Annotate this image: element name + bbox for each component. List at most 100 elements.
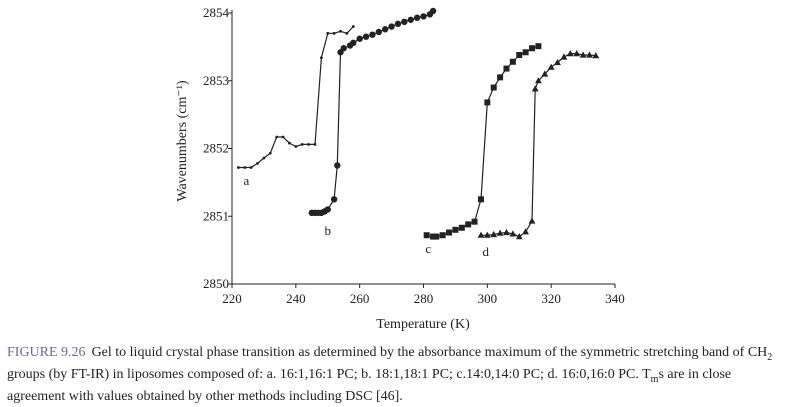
curve-label-a: a: [243, 173, 249, 188]
x-tick-label: 300: [478, 291, 498, 306]
x-axis-title: Temperature (K): [376, 317, 470, 332]
data-point-a: [275, 135, 279, 139]
data-point-a: [262, 156, 266, 160]
data-point-d: [566, 50, 574, 57]
data-point-b: [382, 26, 389, 33]
data-point-c: [477, 196, 484, 203]
curve-label-b: b: [325, 223, 332, 238]
data-point-c: [503, 65, 510, 72]
data-point-d: [496, 229, 504, 236]
data-point-a: [256, 162, 259, 165]
data-point-d: [573, 50, 581, 57]
data-point-a: [339, 29, 342, 33]
figure-label: FIGURE 9.26: [7, 345, 86, 360]
data-point-b: [375, 28, 383, 36]
x-tick-label: 340: [605, 291, 625, 306]
data-point-b: [334, 162, 341, 169]
curve-label-d: d: [482, 244, 489, 259]
data-point-a: [313, 143, 317, 146]
caption-subscript: m: [650, 373, 659, 385]
data-point-b: [369, 31, 376, 38]
series-a: [236, 25, 355, 169]
data-point-c: [452, 226, 459, 233]
data-point-a: [351, 25, 355, 28]
x-tick-label: 240: [286, 291, 306, 306]
data-point-c: [465, 221, 472, 228]
series-c: [423, 43, 542, 240]
data-point-d: [554, 58, 561, 66]
series-line-b: [311, 10, 434, 214]
data-point-d: [477, 231, 485, 238]
axes: 2850 2851 2852 2853 2854 220 240 260 280 300 320 34…: [203, 5, 625, 306]
data-point-d: [483, 231, 491, 238]
data-point-c: [423, 232, 430, 239]
data-point-a: [300, 143, 304, 146]
data-point-d: [522, 228, 529, 235]
data-point-a: [294, 145, 298, 148]
data-point-d: [579, 51, 587, 58]
x-tick-label: 280: [414, 291, 434, 306]
data-point-c: [484, 99, 491, 106]
data-point-d: [509, 230, 517, 237]
phase-transition-chart: 2850 2851 2852 2853 2854 220 240 260 280 300 320 34…: [175, 5, 625, 332]
data-point-c: [516, 52, 523, 59]
y-tick-label: 2853: [203, 73, 229, 88]
data-point-a: [288, 141, 291, 145]
data-point-a: [236, 166, 240, 169]
data-point-d: [592, 52, 600, 59]
caption-subscript: 2: [767, 351, 773, 363]
data-point-c: [430, 233, 437, 240]
data-point-d: [515, 233, 523, 240]
data-point-a: [281, 135, 285, 139]
data-point-d: [531, 85, 539, 92]
data-point-c: [433, 233, 440, 240]
data-point-c: [509, 58, 516, 65]
data-point-d: [535, 77, 542, 84]
x-tick-label: 220: [222, 291, 242, 306]
series-labels: a b c d: [243, 173, 489, 259]
y-tick-label: 2854: [203, 5, 230, 20]
figure-caption: FIGURE 9.26 Gel to liquid crystal phase t…: [7, 344, 783, 405]
data-point-a: [326, 31, 330, 35]
data-point-b: [350, 39, 357, 47]
data-point-c: [497, 74, 504, 81]
data-point-a: [345, 31, 349, 35]
caption-text: Gel to liquid crystal phase transition a…: [7, 345, 772, 404]
data-point-d: [490, 230, 498, 238]
y-tick-label: 2852: [203, 141, 229, 156]
x-tick-label: 320: [541, 291, 561, 306]
data-point-c: [490, 84, 497, 91]
data-point-a: [268, 151, 272, 155]
data-point-b: [340, 45, 347, 52]
data-point-b: [388, 23, 395, 30]
data-point-d: [586, 51, 593, 58]
caption-segment: groups (by FT-IR) in liposomes composed …: [7, 366, 651, 382]
data-point-b: [407, 16, 414, 23]
data-point-d: [547, 63, 555, 70]
y-tick-label: 2851: [203, 208, 229, 223]
data-point-d: [560, 53, 568, 60]
curve-label-c: c: [425, 241, 431, 256]
caption-segment: s are in close agreement with values obt…: [7, 366, 732, 404]
data-point-b: [356, 35, 363, 42]
series-b: [308, 7, 437, 217]
series-d: [477, 50, 600, 240]
data-point-b: [429, 7, 437, 15]
x-tick-label: 260: [350, 291, 370, 306]
data-point-c: [446, 229, 453, 236]
data-point-a: [332, 31, 336, 35]
data-point-c: [439, 232, 446, 239]
data-point-a: [307, 143, 310, 146]
y-axis-title: Wavenumbers (cm⁻¹): [175, 80, 190, 202]
data-point-c: [458, 224, 465, 231]
data-point-c: [522, 49, 529, 56]
data-point-b: [420, 13, 427, 20]
data-point-c: [529, 45, 536, 52]
data-point-d: [503, 228, 510, 236]
series-layer: [236, 7, 600, 240]
caption-segment: Gel to liquid crystal phase transition a…: [91, 345, 768, 360]
series-line-c: [426, 45, 539, 238]
data-point-c: [471, 218, 478, 225]
y-tick-label: 2850: [203, 276, 229, 291]
